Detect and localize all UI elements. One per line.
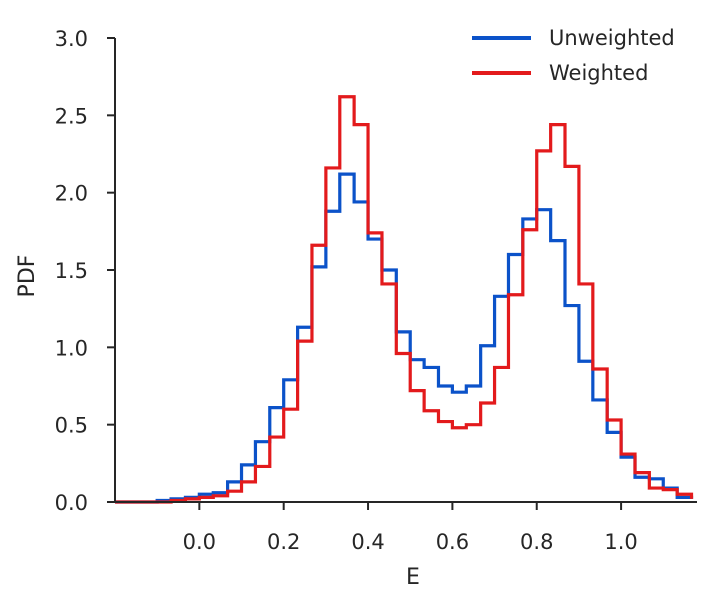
y-tick-label: 1.5 bbox=[55, 259, 88, 283]
x-tick-label: 0.0 bbox=[183, 530, 216, 554]
x-tick-label: 0.6 bbox=[436, 530, 469, 554]
y-tick-label: 2.0 bbox=[55, 182, 88, 206]
y-axis-label: PDF bbox=[15, 255, 40, 298]
y-axis-ticks: 0.0 0.5 1.0 1.5 2.0 2.5 3.0 bbox=[55, 27, 115, 515]
x-axis-ticks: 0.0 0.2 0.4 0.6 0.8 1.0 bbox=[183, 502, 638, 554]
series-line-unweighted bbox=[115, 172, 694, 504]
x-tick-label: 0.4 bbox=[351, 530, 384, 554]
series-layer bbox=[115, 95, 694, 504]
x-tick-label: 0.2 bbox=[267, 530, 300, 554]
x-tick-label: 1.0 bbox=[604, 530, 637, 554]
y-tick-label: 2.5 bbox=[55, 104, 88, 128]
x-axis-label: E bbox=[406, 565, 420, 590]
legend-label-weighted: Weighted bbox=[549, 61, 648, 85]
y-tick-label: 0.5 bbox=[55, 414, 88, 438]
x-tick-label: 0.8 bbox=[520, 530, 553, 554]
y-tick-label: 3.0 bbox=[55, 27, 88, 51]
y-tick-label: 0.0 bbox=[55, 491, 88, 515]
y-tick-label: 1.0 bbox=[55, 336, 88, 360]
series-line-weighted bbox=[115, 95, 694, 504]
legend: Unweighted Weighted bbox=[472, 26, 675, 85]
legend-label-unweighted: Unweighted bbox=[549, 26, 675, 50]
